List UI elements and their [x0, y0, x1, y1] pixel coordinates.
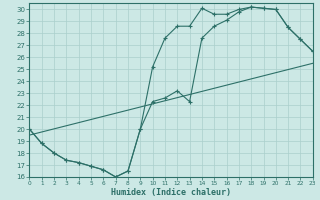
- X-axis label: Humidex (Indice chaleur): Humidex (Indice chaleur): [111, 188, 231, 197]
